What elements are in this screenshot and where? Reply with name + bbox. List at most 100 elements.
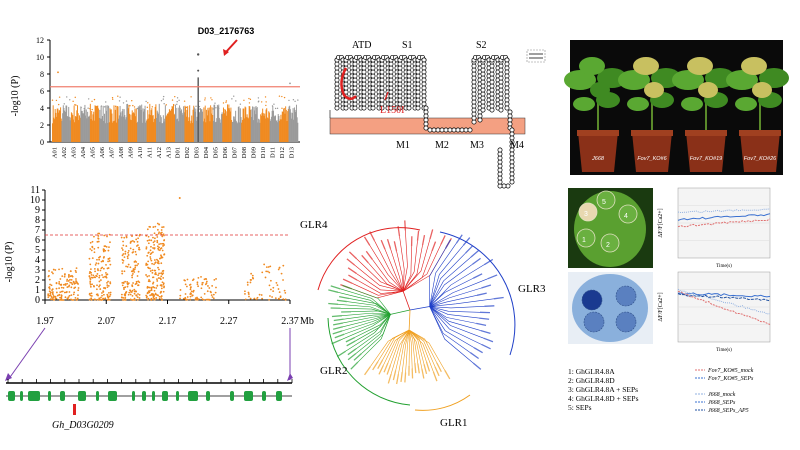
manhattan-point-column <box>183 106 185 142</box>
calcium-legend-item: Fov7_KO#5_SEPs <box>707 376 754 382</box>
regional-point <box>160 255 163 258</box>
manhattan-point-column <box>79 115 81 142</box>
manhattan-point-column <box>136 122 138 142</box>
gene-exon <box>96 391 99 401</box>
manhattan-point-column <box>66 116 68 142</box>
manhattan-point <box>176 97 179 99</box>
manhattan-point-column <box>231 119 233 142</box>
residue-bead <box>406 89 412 95</box>
regional-point <box>200 296 203 299</box>
tree-branch <box>408 329 416 364</box>
manhattan-point-column <box>293 107 295 142</box>
residue-bead <box>423 105 429 111</box>
manhattan-point-column <box>138 107 140 142</box>
regional-point <box>109 263 112 266</box>
manhattan-point-column <box>183 112 185 142</box>
manhattan-point-column <box>115 105 117 142</box>
residue-bead <box>406 101 412 107</box>
regional-point <box>66 286 69 288</box>
manhattan-point-column <box>154 107 156 142</box>
regional-point <box>134 250 137 253</box>
regional-point <box>88 275 91 277</box>
regional-point <box>74 269 77 272</box>
regional-point <box>267 266 270 268</box>
residue-bead <box>334 97 340 103</box>
manhattan-point-column <box>202 121 204 142</box>
regional-point <box>149 253 152 256</box>
manhattan-point-column <box>204 118 206 142</box>
plant-leaf <box>752 82 772 98</box>
residue-bead <box>406 65 412 71</box>
manhattan-point-column <box>219 119 221 142</box>
manhattan-point-column <box>161 123 163 142</box>
leaf-legend-item: 5: SEPs <box>568 403 592 412</box>
regional-point <box>159 257 161 260</box>
regional-point <box>123 270 126 273</box>
residue-bead <box>509 163 515 169</box>
tree-stem <box>408 309 411 330</box>
residue-bead <box>471 75 477 81</box>
residue-bead <box>471 91 477 97</box>
residue-bead <box>343 101 349 107</box>
regional-point <box>161 256 164 259</box>
manhattan-point-column <box>58 112 60 142</box>
manhattan-point-column <box>113 105 115 142</box>
manhattan-point <box>58 96 61 98</box>
residue-bead <box>334 61 340 67</box>
manhattan-point-column <box>191 122 193 142</box>
regional-point <box>97 269 99 272</box>
regional-point <box>68 291 71 293</box>
residue-bead <box>370 73 376 79</box>
regional-point <box>73 291 76 294</box>
regional-point <box>161 235 164 238</box>
manhattan-point-column <box>256 107 258 142</box>
regional-point <box>157 277 160 279</box>
residue-bead <box>471 79 477 85</box>
manhattan-point-column <box>103 120 105 142</box>
atd-label: ATD <box>352 40 371 51</box>
regional-point <box>246 281 249 284</box>
tree-branch <box>429 295 478 307</box>
infiltration-spot <box>578 202 598 222</box>
manhattan-point-column <box>75 116 77 142</box>
manhattan-point <box>265 101 267 103</box>
regional-point <box>106 294 109 297</box>
manhattan-point <box>69 99 71 101</box>
regional-point <box>121 247 123 250</box>
regional-point <box>107 249 110 252</box>
regional-point <box>137 270 140 273</box>
regional-point <box>102 276 105 279</box>
residue-bead <box>497 147 503 153</box>
residue-bead <box>415 77 421 83</box>
manhattan-x-tick-label: A12 <box>156 147 163 158</box>
regional-point <box>103 293 105 296</box>
manhattan-point <box>72 100 74 103</box>
regional-point <box>122 259 125 262</box>
tree-leaf-label <box>400 371 403 383</box>
manhattan-point <box>176 100 178 103</box>
regional-point <box>159 277 162 280</box>
manhattan-point-column <box>285 109 287 142</box>
regional-y-tick-label: 4 <box>35 255 40 266</box>
regional-point <box>95 274 98 277</box>
residue-bead <box>423 125 429 131</box>
regional-point <box>121 281 124 284</box>
manhattan-point-column <box>147 118 149 142</box>
manhattan-point-column <box>168 112 170 142</box>
regional-point <box>156 280 159 282</box>
residue-bead <box>421 69 427 75</box>
manhattan-point-column <box>143 109 145 142</box>
stained-leaf <box>572 274 648 342</box>
manhattan-point-column <box>88 116 90 142</box>
residue-bead <box>379 81 385 87</box>
residue-bead <box>334 81 340 87</box>
regional-point <box>153 294 155 296</box>
residue-bead <box>397 73 403 79</box>
residue-bead <box>379 73 385 79</box>
residue-bead <box>489 87 495 93</box>
tree-leaf-label <box>431 241 437 252</box>
manhattan-point <box>260 101 263 103</box>
residue-bead <box>509 155 515 161</box>
manhattan-point <box>163 103 165 105</box>
regional-point <box>282 264 285 267</box>
